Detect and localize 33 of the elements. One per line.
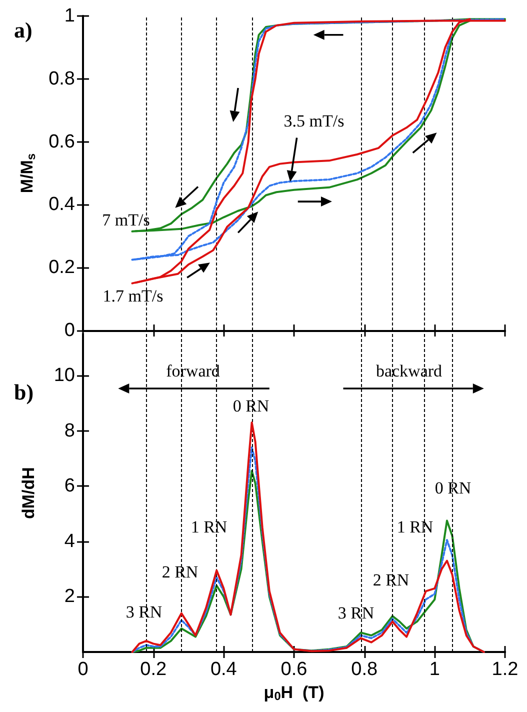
- text: b): [14, 380, 34, 404]
- y-tick-label: 8: [64, 420, 75, 442]
- y-tick-label: 6: [64, 476, 75, 497]
- y-tick-label: 2: [64, 586, 75, 608]
- annotation: 2 RN: [372, 570, 410, 590]
- annotation: 0 RN: [232, 396, 270, 416]
- y-tick-label: 10: [54, 364, 75, 386]
- x-tick-label: 1: [429, 659, 440, 680]
- annotation: 1 RN: [396, 518, 434, 536]
- text: a): [14, 18, 32, 42]
- x-tick-label: 0.6: [280, 659, 308, 680]
- y-axis-title: M/Ms: [18, 153, 38, 194]
- y-tick-label: 0.8: [48, 68, 75, 90]
- y-tick-label: 1: [64, 6, 75, 26]
- y-tick-label: 0.6: [48, 131, 75, 152]
- annotation: 3 RN: [338, 604, 374, 622]
- x-tick-label: 0.8: [351, 659, 378, 680]
- annotation: 3.5 mT/s: [284, 112, 344, 130]
- annotation: 1 RN: [190, 518, 228, 536]
- x-tick-label: 0.4: [210, 659, 238, 680]
- x-tick-label: 1.2: [492, 659, 518, 680]
- annotation: forward: [166, 362, 220, 380]
- y-tick-label: 0.4: [48, 194, 76, 216]
- y-axis-title: dM/dH: [19, 467, 38, 519]
- annotation: backward: [376, 362, 443, 380]
- y-tick-label: 4: [64, 530, 76, 552]
- annotation: 2 RN: [162, 562, 198, 582]
- annotation: 0 RN: [434, 478, 472, 498]
- x-tick-label: 0: [78, 659, 88, 680]
- y-tick-label: 0: [64, 320, 75, 341]
- y-tick-label: 0.2: [48, 257, 75, 278]
- x-tick-label: 0.2: [140, 659, 167, 680]
- annotation: 7 mT/s: [102, 210, 150, 230]
